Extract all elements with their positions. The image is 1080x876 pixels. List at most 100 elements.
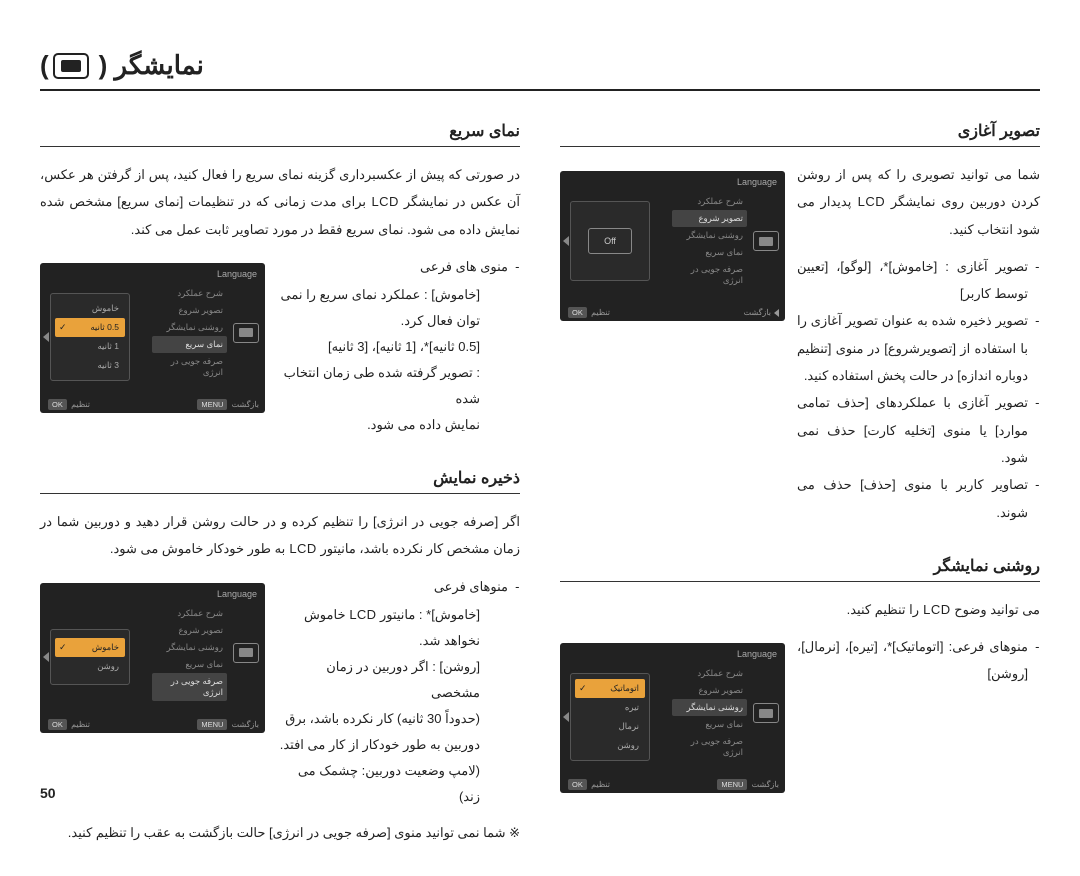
sub-item: (حدوداً 30 ثانیه) کار نکرده باشد، برق	[277, 706, 480, 732]
cam-option: تیره	[575, 698, 645, 717]
foot-set: تنظیم	[591, 780, 610, 789]
cam-header: Language	[217, 269, 257, 279]
arrow-left-icon	[43, 652, 49, 662]
foot-ok: OK	[568, 779, 587, 790]
cam-option: اتوماتیک	[575, 679, 645, 698]
lcd-icon	[753, 703, 779, 723]
sub-item: (لامپ وضعیت دوربین: چشمک می زند)	[277, 758, 480, 810]
cam-option: روشن	[55, 657, 125, 676]
sub-item: [خاموش]* : مانیتور LCD خاموش نخواهد شد.	[277, 602, 480, 654]
cam-menu-item: صرفه جویی در انرژی	[672, 733, 747, 761]
cam-options: اتوماتیک تیره نرمال روشن	[570, 673, 650, 761]
cam-menu: شرح عملکرد تصویر شروع روشنی نمایشگر نمای…	[152, 285, 227, 381]
sub-item: دوربین به طور خودکار از کار می افتد.	[277, 732, 480, 758]
list-item: منوی های فرعی	[277, 253, 520, 280]
list-item: تصویر ذخیره شده به عنوان تصویر آغازی را …	[797, 307, 1040, 389]
cam-option: 0.5 ثانیه	[55, 318, 125, 337]
foot-menu: MENU	[197, 399, 227, 410]
powersave-intro: اگر [صرفه جویی در انرژی] را تنظیم کرده و…	[40, 508, 520, 563]
section-start-image: تصویر آغازی شما می توانید تصویری را که پ…	[560, 121, 1040, 526]
foot-back: بازگشت	[232, 720, 259, 729]
foot-back: بازگشت	[744, 308, 771, 317]
sub-item: نمایش داده می شود.	[277, 412, 480, 438]
cam-menu-item: روشنی نمایشگر	[152, 319, 227, 336]
cam-menu-item: روشنی نمایشگر	[672, 699, 747, 716]
cam-menu-item: تصویر شروع	[152, 302, 227, 319]
page-header: نمایشگر ( )	[40, 50, 1040, 91]
section-quickview: نمای سریع در صورتی که پیش از عکسبرداری گ…	[40, 121, 520, 438]
arrow-left-icon	[563, 712, 569, 722]
cam-brightness: Language شرح عملکرد تصویر شروع روشنی نما…	[560, 643, 785, 793]
right-column: تصویر آغازی شما می توانید تصویری را که پ…	[560, 121, 1040, 876]
play-icon	[774, 309, 779, 317]
cam-option: خاموش	[55, 638, 125, 657]
powersave-sublist: [خاموش]* : مانیتور LCD خاموش نخواهد شد. …	[277, 602, 520, 810]
cam-powersave: Language شرح عملکرد تصویر شروع روشنی نما…	[40, 583, 265, 733]
cam-options: خاموش 0.5 ثانیه 1 ثانیه 3 ثانیه	[50, 293, 130, 381]
page-number: 50	[40, 785, 56, 801]
cam-footer: بازگشت MENU تنظیم OK	[566, 780, 779, 789]
start-image-bullets: تصویر آغازی : [خاموش]*، [لوگو]، [تعیین ت…	[797, 253, 1040, 526]
cam-menu-item: شرح عملکرد	[152, 285, 227, 302]
cam-menu-item: صرفه جویی در انرژی	[152, 353, 227, 381]
list-item: تصویر آغازی با عملکردهای [حذف تمامی موار…	[797, 389, 1040, 471]
columns: تصویر آغازی شما می توانید تصویری را که پ…	[40, 121, 1040, 876]
cam-option: 1 ثانیه	[55, 337, 125, 356]
cam-header: Language	[737, 649, 777, 659]
quickview-sub: منوی های فرعی	[277, 253, 520, 280]
foot-ok: OK	[48, 399, 67, 410]
list-item: تصویر آغازی : [خاموش]*، [لوگو]، [تعیین ت…	[797, 253, 1040, 308]
foot-menu: MENU	[717, 779, 747, 790]
arrow-left-icon	[563, 236, 569, 246]
brightness-bullets: منوهای فرعی: [اتوماتیک]*، [تیره]، [نرمال…	[797, 633, 1040, 688]
cam-menu-item: صرفه جویی در انرژی	[672, 261, 747, 289]
cam-options: خاموش روشن	[50, 629, 130, 685]
cam-footer: بازگشت MENU تنظیم OK	[46, 400, 259, 409]
quickview-title: نمای سریع	[40, 121, 520, 147]
foot-ok: OK	[568, 307, 587, 318]
cam-footer: بازگشت تنظیم OK	[566, 308, 779, 317]
cam-menu-item: شرح عملکرد	[672, 193, 747, 210]
cam-menu: شرح عملکرد تصویر شروع روشنی نمایشگر نمای…	[672, 193, 747, 289]
lcd-icon	[233, 643, 259, 663]
cam-menu: شرح عملکرد تصویر شروع روشنی نمایشگر نمای…	[152, 605, 227, 701]
foot-set: تنظیم	[71, 400, 90, 409]
cam-header: Language	[217, 589, 257, 599]
powersave-title: ذخیره نمایش	[40, 468, 520, 494]
lcd-icon	[53, 53, 89, 79]
cam-menu-item: شرح عملکرد	[152, 605, 227, 622]
section-powersave: ذخیره نمایش اگر [صرفه جویی در انرژی] را …	[40, 468, 520, 846]
sub-item: [0.5 ثانیه]*، [1 ثانیه]، [3 ثانیه]	[277, 334, 480, 360]
cam-option: خاموش	[55, 299, 125, 318]
brightness-intro: می توانید وضوح LCD را تنظیم کنید.	[560, 596, 1040, 623]
cam-menu-item: نمای سریع	[672, 244, 747, 261]
cam-menu: شرح عملکرد تصویر شروع روشنی نمایشگر نمای…	[672, 665, 747, 761]
sub-item: [خاموش] : عملکرد نمای سریع را نمی توان ف…	[277, 282, 480, 334]
cam-quickview: Language شرح عملکرد تصویر شروع روشنی نما…	[40, 263, 265, 413]
brightness-title: روشنی نمایشگر	[560, 556, 1040, 582]
cam-menu-item: روشنی نمایشگر	[152, 639, 227, 656]
lcd-icon	[753, 231, 779, 251]
lcd-icon	[233, 323, 259, 343]
start-image-intro: شما می توانید تصویری را که پس از روشن کر…	[797, 161, 1040, 243]
quickview-sublist: [خاموش] : عملکرد نمای سریع را نمی توان ف…	[277, 282, 520, 438]
paren-close: )	[40, 50, 49, 81]
left-column: نمای سریع در صورتی که پیش از عکسبرداری گ…	[40, 121, 520, 876]
cam-menu-item: شرح عملکرد	[672, 665, 747, 682]
cam-menu-item: نمای سریع	[152, 656, 227, 673]
foot-back: بازگشت	[752, 780, 779, 789]
cam-menu-item: تصویر شروع	[672, 210, 747, 227]
powersave-sub: منوهای فرعی	[277, 573, 520, 600]
quickview-intro: در صورتی که پیش از عکسبرداری گزینه نمای …	[40, 161, 520, 243]
arrow-left-icon	[43, 332, 49, 342]
powersave-note: ※ شما نمی توانید منوی [صرفه جویی در انرژ…	[40, 820, 520, 846]
cam-menu-item: نمای سریع	[672, 716, 747, 733]
off-button: Off	[588, 228, 632, 254]
cam-off-panel: Off	[570, 201, 650, 281]
sub-item: [روشن] : اگر دوربین در زمان مشخصی	[277, 654, 480, 706]
list-item: تصاویر کاربر با منوی [حذف] حذف می شوند.	[797, 471, 1040, 526]
sub-item: : تصویر گرفته شده طی زمان انتخاب شده	[277, 360, 480, 412]
cam-menu-item: روشنی نمایشگر	[672, 227, 747, 244]
section-brightness: روشنی نمایشگر می توانید وضوح LCD را تنظی…	[560, 556, 1040, 803]
foot-ok: OK	[48, 719, 67, 730]
